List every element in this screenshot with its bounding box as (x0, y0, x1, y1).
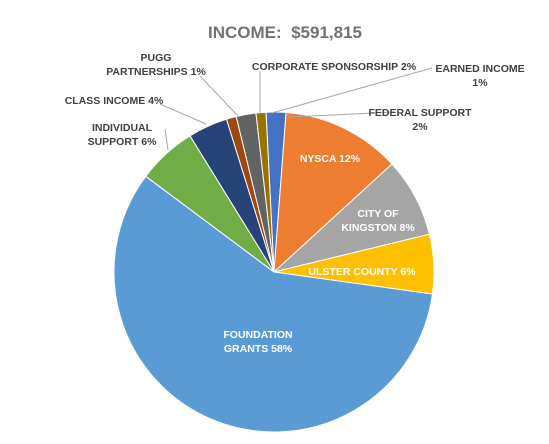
slice-label: FEDERAL SUPPORT 2% (368, 107, 472, 133)
slice-label: CORPORATE SPONSORSHIP 2% (252, 61, 417, 73)
leader-line (159, 103, 207, 125)
leader-line (164, 128, 169, 151)
leader-line (271, 67, 433, 114)
slice-label: INDIVIDUAL SUPPORT 6% (88, 122, 158, 148)
slice-label: CITY OF KINGSTON 8% (341, 208, 415, 234)
leader-line (289, 111, 396, 118)
slice-label: ULSTER COUNTY 6% (308, 266, 416, 278)
slice-label: NYSCA 12% (300, 153, 361, 165)
slice-label: EARNED INCOME 1% (435, 63, 524, 89)
leader-line (199, 75, 239, 117)
slice-label: FOUNDATION GRANTS 58% (223, 329, 292, 355)
pie-slice (255, 111, 275, 273)
pie-slice (273, 111, 393, 274)
slice-label: CLASS INCOME 4% (65, 95, 164, 107)
slice-label: PUGG PARTNERSHIPS 1% (106, 52, 206, 78)
pie-slice (113, 175, 434, 433)
chart-title: INCOME: $591,815 (208, 23, 362, 42)
